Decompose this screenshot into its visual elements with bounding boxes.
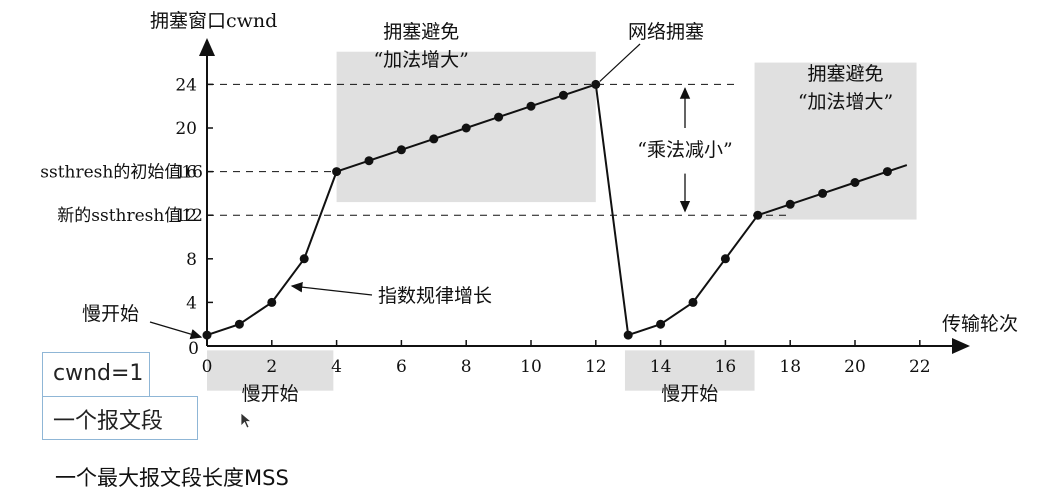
x-axis-ticks: 0 2 4 6 8 10 12 14 16 18 20 22 xyxy=(202,340,931,377)
region-ca2-label-line2: “加法增大” xyxy=(798,91,893,113)
data-point xyxy=(429,134,439,144)
x-axis-title: 传输轮次 xyxy=(942,313,1018,335)
x-tick-label: 6 xyxy=(396,357,407,377)
mouse-cursor-icon xyxy=(240,412,253,429)
region-ss1-label: 慢开始 xyxy=(242,383,299,405)
region-slow-start-1 xyxy=(207,350,334,391)
segment-callout: 一个报文段 xyxy=(42,396,198,440)
mss-note: 一个最大报文段长度MSS xyxy=(55,466,289,490)
x-tick-label: 16 xyxy=(715,357,737,377)
region-ca1-label-line2: “加法增大” xyxy=(373,49,468,71)
region-ca1-label-line1: 拥塞避免 xyxy=(383,21,459,43)
x-tick-label: 14 xyxy=(650,357,672,377)
region-slow-start-2 xyxy=(624,350,755,391)
annotation-exponential-growth: 指数规律增长 xyxy=(378,285,492,307)
x-tick-label: 8 xyxy=(461,357,472,377)
annotation-network-congestion: 网络拥塞 xyxy=(628,21,704,43)
data-point xyxy=(299,254,309,264)
x-tick-label: 2 xyxy=(266,357,277,377)
x-tick-label: 18 xyxy=(779,357,801,377)
y-tick-label: 4 xyxy=(186,293,197,313)
data-point xyxy=(818,188,828,198)
data-point xyxy=(591,79,601,89)
data-point xyxy=(720,254,730,264)
slow-start-arrow xyxy=(149,321,203,340)
y-tick-label: 16 xyxy=(175,163,197,183)
x-tick-label: 12 xyxy=(585,357,607,377)
data-point xyxy=(202,330,212,340)
y-axis-title: 拥塞窗口cwnd xyxy=(150,10,277,32)
exponential-growth-arrow xyxy=(290,281,373,296)
cwnd-data-points xyxy=(202,79,892,340)
x-tick-label: 4 xyxy=(331,357,342,377)
ssthresh-initial-label: ssthresh的初始值16 xyxy=(40,163,203,183)
data-point xyxy=(364,156,374,166)
y-axis-ticks: 4 8 12 16 20 24 xyxy=(175,75,213,313)
data-point xyxy=(753,210,763,220)
data-point xyxy=(461,123,471,133)
annotation-congestion-pointer xyxy=(599,43,641,82)
data-point xyxy=(267,297,277,307)
data-point xyxy=(396,145,406,155)
x-tick-label: 20 xyxy=(844,357,866,377)
data-point xyxy=(882,167,892,177)
y-tick-label: 20 xyxy=(175,119,197,139)
data-point xyxy=(494,112,504,122)
x-tick-label: 10 xyxy=(520,357,542,377)
x-tick-label: 0 xyxy=(202,357,213,377)
data-point xyxy=(785,199,795,209)
y-tick-label: 8 xyxy=(186,250,197,270)
ssthresh-new-label: 新的ssthresh值12 xyxy=(57,206,203,226)
region-congestion-avoidance-2 xyxy=(754,62,917,220)
y-tick-label: 12 xyxy=(175,206,197,226)
data-point xyxy=(332,167,342,177)
region-ss2-label: 慢开始 xyxy=(661,383,718,405)
data-point xyxy=(526,101,536,111)
cwnd-callout: cwnd=1 xyxy=(42,352,150,398)
data-point xyxy=(850,178,860,187)
data-point xyxy=(558,90,568,100)
y-zero-label: 0 xyxy=(188,339,199,359)
data-point xyxy=(623,330,633,340)
region-ca2-label-line1: 拥塞避免 xyxy=(808,63,884,85)
x-tick-label: 22 xyxy=(909,357,931,377)
annotation-multiplicative-decrease: “乘法减小” xyxy=(637,139,732,161)
annotation-slow-start: 慢开始 xyxy=(82,303,139,325)
data-point xyxy=(688,297,698,307)
data-point xyxy=(656,319,666,329)
y-tick-label: 24 xyxy=(175,75,197,95)
data-point xyxy=(234,319,244,329)
